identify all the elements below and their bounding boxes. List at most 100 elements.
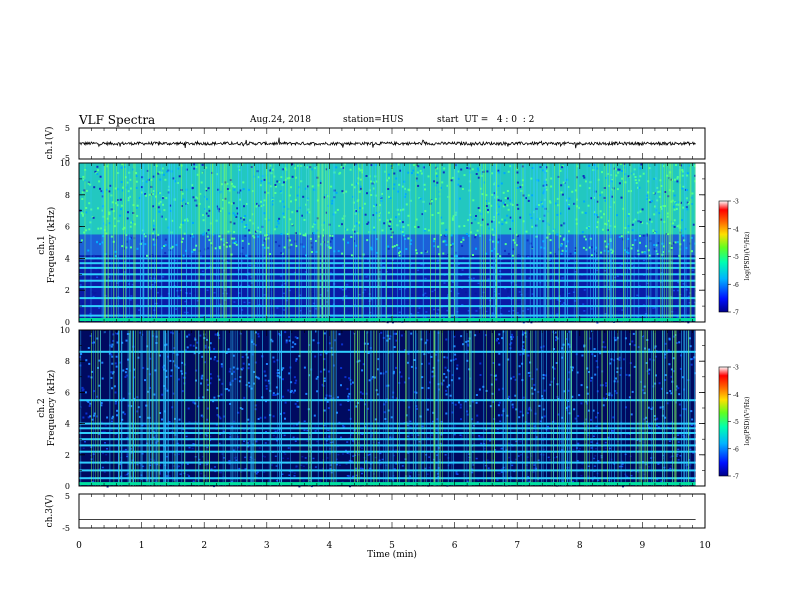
noise-speckle — [691, 192, 694, 195]
noise-speckle — [182, 221, 185, 224]
noise-speckle — [218, 471, 221, 474]
noise-speckle — [330, 441, 332, 444]
noise-speckle — [218, 245, 221, 248]
noise-speckle — [177, 465, 180, 467]
ch1-colorbar: -3-4-5-6-7 log(PSD)(V²/Hz) — [718, 199, 751, 317]
noise-speckle — [604, 240, 606, 243]
noise-speckle — [187, 264, 190, 267]
noise-speckle — [278, 217, 281, 220]
noise-speckle — [351, 265, 354, 267]
noise-speckle — [497, 169, 500, 172]
noise-speckle — [542, 408, 545, 411]
noise-speckle — [81, 303, 84, 305]
noise-speckle — [670, 392, 673, 395]
noise-speckle — [293, 472, 296, 474]
noise-speckle — [307, 197, 310, 200]
noise-speckle — [165, 218, 167, 221]
noise-speckle — [240, 220, 243, 223]
noise-speckle — [513, 241, 516, 244]
noise-speckle — [669, 177, 672, 180]
noise-speckle — [206, 388, 209, 391]
noise-speckle — [611, 195, 614, 198]
noise-speckle — [126, 455, 129, 458]
noise-speckle — [390, 416, 393, 419]
noise-speckle — [512, 309, 515, 312]
noise-speckle — [294, 167, 297, 170]
noise-speckle — [394, 284, 397, 286]
noise-speckle — [565, 320, 568, 323]
noise-speckle — [535, 430, 538, 433]
noise-speckle — [239, 198, 242, 201]
noise-speckle — [207, 229, 210, 232]
noise-speckle — [677, 448, 680, 451]
noise-speckle — [285, 341, 288, 344]
noise-speckle — [317, 184, 320, 187]
noise-speckle — [688, 302, 691, 304]
noise-speckle — [681, 275, 684, 278]
noise-speckle — [462, 236, 465, 239]
noise-speckle — [590, 379, 592, 382]
ch1-colorbar-label: log(PSD)(V²/Hz) — [744, 232, 751, 281]
noise-speckle — [272, 394, 275, 396]
noise-speckle — [676, 453, 679, 456]
noise-speckle — [353, 240, 356, 243]
noise-speckle — [85, 229, 88, 232]
noise-speckle — [93, 292, 96, 295]
noise-speckle — [399, 250, 402, 253]
y-tick-label: 0 — [65, 482, 70, 491]
noise-speckle — [116, 341, 119, 344]
noise-speckle — [274, 313, 277, 316]
noise-speckle — [294, 336, 297, 339]
noise-speckle — [96, 415, 98, 418]
noise-speckle — [294, 402, 297, 405]
noise-speckle — [441, 383, 444, 386]
noise-speckle — [355, 222, 358, 225]
noise-speckle — [310, 168, 313, 171]
noise-speckle — [596, 167, 599, 170]
noise-speckle — [329, 234, 332, 237]
noise-speckle — [342, 238, 345, 241]
noise-speckle — [229, 402, 232, 405]
noise-speckle — [645, 420, 648, 423]
noise-speckle — [686, 208, 689, 211]
noise-speckle — [620, 196, 623, 199]
noise-speckle — [656, 417, 659, 420]
noise-speckle — [553, 253, 556, 255]
noise-speckle — [99, 175, 102, 178]
noise-speckle — [548, 459, 551, 461]
noise-speckle — [557, 426, 559, 428]
noise-speckle — [572, 366, 574, 369]
noise-speckle — [329, 468, 332, 470]
noise-speckle — [321, 383, 324, 386]
noise-speckle — [655, 209, 658, 212]
noise-speckle — [481, 193, 484, 196]
noise-speckle — [206, 289, 209, 291]
noise-speckle — [662, 165, 665, 168]
noise-speckle — [219, 247, 221, 250]
noise-speckle — [87, 249, 90, 252]
noise-speckle — [456, 311, 459, 313]
noise-speckle — [355, 474, 358, 477]
noise-speckle — [409, 475, 412, 477]
noise-speckle — [395, 295, 398, 297]
noise-speckle — [194, 338, 197, 341]
noise-speckle — [500, 414, 503, 417]
noise-speckle — [621, 309, 624, 311]
noise-speckle — [138, 415, 141, 418]
noise-speckle — [256, 204, 259, 207]
noise-speckle — [215, 424, 218, 426]
noise-speckle — [133, 397, 136, 400]
noise-speckle — [521, 256, 524, 259]
noise-speckle — [221, 207, 224, 210]
noise-speckle — [158, 354, 161, 357]
noise-speckle — [603, 272, 606, 274]
noise-speckle — [119, 214, 122, 217]
noise-speckle — [127, 190, 130, 193]
noise-speckle — [140, 266, 143, 268]
noise-speckle — [200, 181, 203, 184]
noise-speckle — [100, 402, 103, 404]
noise-speckle — [670, 200, 673, 203]
noise-speckle — [334, 211, 337, 214]
noise-speckle — [149, 357, 152, 360]
noise-speckle — [593, 196, 596, 199]
